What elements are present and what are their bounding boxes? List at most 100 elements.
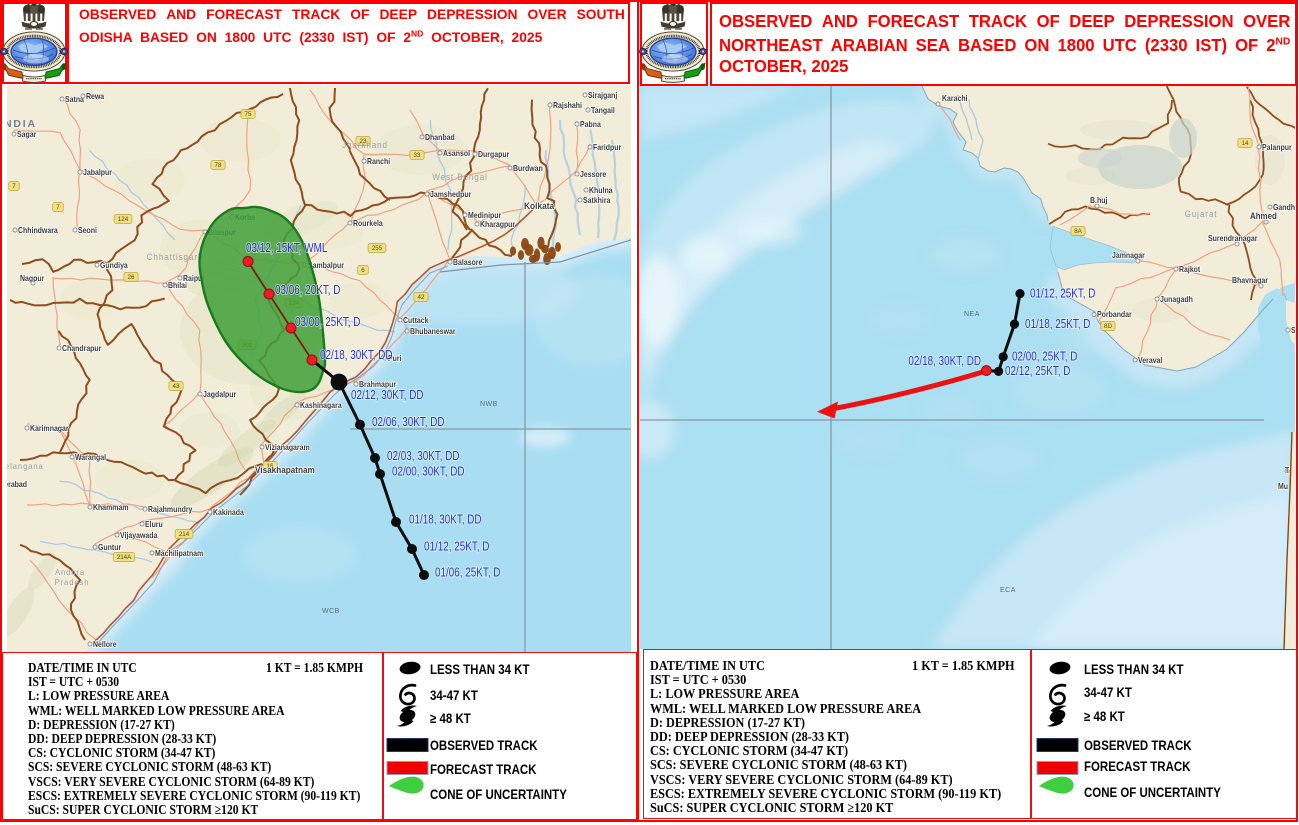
svg-text:Bhilai: Bhilai bbox=[168, 281, 187, 291]
svg-text:03/00, 25KT, D: 03/00, 25KT, D bbox=[295, 315, 360, 330]
svg-text:Surendranagar: Surendranagar bbox=[1208, 234, 1258, 244]
svg-text:Puri: Puri bbox=[388, 354, 402, 364]
svg-text:Jharkhand: Jharkhand bbox=[342, 140, 388, 151]
svg-text:Visakhapatnam: Visakhapatnam bbox=[255, 465, 315, 476]
svg-text:01/12, 25KT, D: 01/12, 25KT, D bbox=[424, 539, 489, 554]
svg-text:Asansol: Asansol bbox=[443, 149, 470, 159]
svg-text:23: 23 bbox=[360, 138, 367, 145]
svg-text:Gujarat: Gujarat bbox=[1185, 209, 1218, 220]
svg-text:Rourkela: Rourkela bbox=[353, 219, 384, 229]
svg-text:Chandrapur: Chandrapur bbox=[62, 344, 101, 354]
svg-text:Guntur: Guntur bbox=[98, 543, 121, 553]
svg-text:78: 78 bbox=[215, 162, 222, 169]
svg-text:Chhindwara: Chhindwara bbox=[18, 226, 59, 236]
svg-text:Karimnagar: Karimnagar bbox=[30, 424, 69, 434]
svg-text:01/18, 30KT, DD: 01/18, 30KT, DD bbox=[409, 512, 482, 527]
svg-text:NEA: NEA bbox=[964, 311, 980, 318]
svg-text:Vizianagaram: Vizianagaram bbox=[265, 443, 310, 453]
svg-text:Rajkot: Rajkot bbox=[1179, 265, 1201, 275]
svg-text:43: 43 bbox=[173, 383, 180, 390]
svg-text:03/12, 15KT, WML: 03/12, 15KT, WML bbox=[246, 241, 328, 256]
svg-text:01/06, 25KT, D: 01/06, 25KT, D bbox=[435, 565, 500, 580]
svg-text:NDIA: NDIA bbox=[4, 118, 37, 130]
svg-text:Seoni: Seoni bbox=[78, 226, 97, 236]
svg-text:Burdwan: Burdwan bbox=[513, 164, 543, 174]
svg-text:Rajshahi: Rajshahi bbox=[553, 101, 582, 111]
svg-text:14: 14 bbox=[1242, 140, 1249, 147]
svg-text:26: 26 bbox=[128, 274, 135, 281]
svg-text:02/00, 25KT, D: 02/00, 25KT, D bbox=[1012, 349, 1077, 364]
svg-text:Nagpur: Nagpur bbox=[20, 274, 44, 284]
svg-text:Vijayawada: Vijayawada bbox=[120, 531, 158, 541]
svg-text:Rewa: Rewa bbox=[86, 92, 105, 102]
svg-text:Telangana: Telangana bbox=[0, 462, 43, 471]
svg-text:Bhubaneswar: Bhubaneswar bbox=[410, 327, 456, 337]
svg-text:Gandhi: Gandhi bbox=[1273, 203, 1297, 213]
svg-text:02/12, 30KT, DD: 02/12, 30KT, DD bbox=[351, 388, 424, 403]
svg-text:NWB: NWB bbox=[480, 401, 498, 408]
svg-text:7: 7 bbox=[12, 183, 16, 190]
svg-text:Khulna: Khulna bbox=[589, 186, 613, 196]
svg-text:Machilipatnam: Machilipatnam bbox=[155, 549, 204, 559]
svg-text:derabad: derabad bbox=[0, 480, 27, 490]
svg-text:Satna: Satna bbox=[65, 95, 85, 105]
svg-text:Balasore: Balasore bbox=[453, 258, 482, 268]
svg-text:Durgapur: Durgapur bbox=[478, 150, 509, 160]
svg-text:Medinipur: Medinipur bbox=[468, 211, 501, 221]
svg-text:Ahmed: Ahmed bbox=[1250, 211, 1277, 222]
svg-text:Mu: Mu bbox=[1278, 482, 1288, 492]
svg-text:214A: 214A bbox=[117, 554, 132, 561]
svg-text:Junagadh: Junagadh bbox=[1160, 295, 1193, 305]
svg-text:Ranchi: Ranchi bbox=[367, 157, 390, 167]
svg-text:Chhattisgarh: Chhattisgarh bbox=[147, 252, 204, 263]
svg-text:Faridpur: Faridpur bbox=[593, 143, 621, 153]
svg-text:02/12, 25KT, D: 02/12, 25KT, D bbox=[1005, 364, 1070, 379]
svg-text:Gundiya: Gundiya bbox=[100, 261, 129, 271]
svg-text:Jagdalpur: Jagdalpur bbox=[203, 390, 236, 400]
svg-text:Raipur: Raipur bbox=[183, 274, 205, 284]
svg-text:124: 124 bbox=[118, 216, 129, 223]
svg-text:Tangail: Tangail bbox=[591, 106, 615, 116]
svg-text:Sagar: Sagar bbox=[17, 130, 36, 140]
svg-text:ECA: ECA bbox=[1000, 587, 1016, 594]
svg-text:West Bengal: West Bengal bbox=[432, 172, 488, 183]
svg-text:Karachi: Karachi bbox=[942, 94, 968, 104]
svg-text:Nellore: Nellore bbox=[93, 640, 117, 650]
svg-text:Khammam: Khammam bbox=[93, 503, 129, 513]
svg-text:255: 255 bbox=[372, 245, 383, 252]
svg-text:Jabalpur: Jabalpur bbox=[83, 168, 112, 178]
svg-text:Warangal: Warangal bbox=[75, 453, 106, 463]
svg-text:Dhanbad: Dhanbad bbox=[425, 133, 455, 143]
svg-text:214: 214 bbox=[179, 531, 190, 538]
svg-text:WCB: WCB bbox=[322, 608, 340, 615]
svg-text:Palanpur: Palanpur bbox=[1262, 143, 1292, 153]
svg-text:02/18, 30KT, DD: 02/18, 30KT, DD bbox=[908, 354, 981, 369]
svg-text:02/18, 30KT, DD: 02/18, 30KT, DD bbox=[320, 348, 393, 363]
svg-text:8D: 8D bbox=[1104, 323, 1112, 330]
svg-text:Pradesh: Pradesh bbox=[55, 578, 90, 587]
svg-text:01/12, 25KT, D: 01/12, 25KT, D bbox=[1030, 286, 1095, 301]
svg-text:Sambalpur: Sambalpur bbox=[308, 261, 344, 271]
svg-text:02/03, 30KT, DD: 02/03, 30KT, DD bbox=[387, 449, 460, 464]
svg-text:42: 42 bbox=[418, 294, 425, 301]
svg-text:75: 75 bbox=[245, 111, 252, 118]
svg-text:6: 6 bbox=[361, 267, 365, 274]
svg-text:Satkhira: Satkhira bbox=[583, 196, 611, 206]
svg-text:Porbandar: Porbandar bbox=[1097, 310, 1132, 320]
svg-text:8A: 8A bbox=[1074, 228, 1082, 235]
svg-text:33: 33 bbox=[414, 152, 421, 159]
svg-text:Sur: Sur bbox=[1291, 326, 1299, 336]
svg-text:Kakinada: Kakinada bbox=[213, 508, 245, 518]
svg-text:Kharagpur: Kharagpur bbox=[480, 220, 515, 230]
svg-text:B.huj: B.huj bbox=[1090, 196, 1107, 206]
svg-text:Rajahmundry: Rajahmundry bbox=[148, 505, 193, 515]
svg-text:T: T bbox=[1285, 466, 1290, 476]
svg-text:7: 7 bbox=[56, 204, 60, 211]
svg-text:Eluru: Eluru bbox=[145, 520, 163, 530]
svg-text:Cuttack: Cuttack bbox=[403, 316, 429, 326]
svg-text:Kolkata: Kolkata bbox=[524, 201, 555, 212]
svg-text:Veraval: Veraval bbox=[1138, 356, 1162, 366]
svg-text:02/06, 30KT, DD: 02/06, 30KT, DD bbox=[372, 415, 445, 430]
svg-text:03/06, 20KT, D: 03/06, 20KT, D bbox=[275, 283, 340, 298]
svg-text:Jamshedpur: Jamshedpur bbox=[430, 190, 471, 200]
